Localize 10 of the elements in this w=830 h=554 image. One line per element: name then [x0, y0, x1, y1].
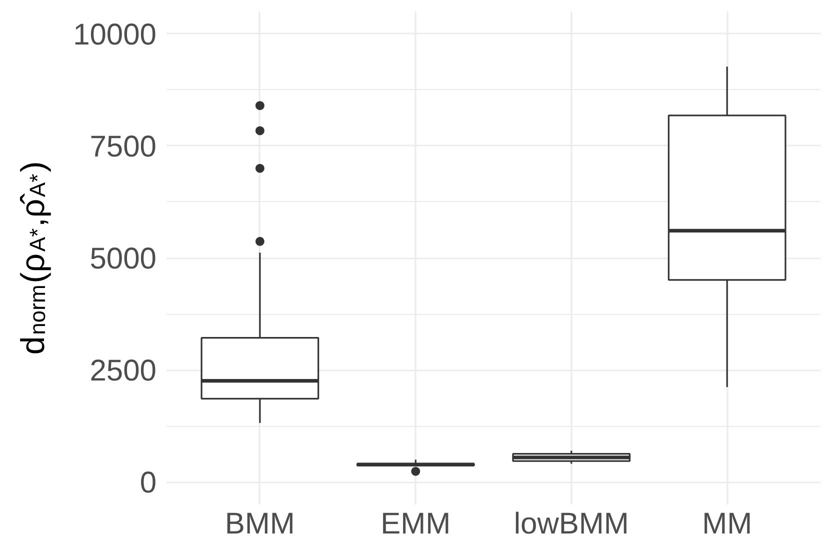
y-tick-label: 2500 [90, 354, 157, 388]
y-tick-label: 10000 [73, 18, 157, 52]
y-tick-label: 5000 [90, 242, 157, 276]
x-tick-label: BMM [224, 508, 295, 540]
y-tick-label: 7500 [90, 130, 157, 164]
x-tick-label: lowBMM [514, 508, 629, 540]
x-tick-label: MM [702, 508, 752, 540]
y-axis-title: dnorm(ρA*,ρ̂A*) [14, 161, 51, 355]
y-tick-label: 0 [140, 466, 157, 500]
x-tick-label: EMM [380, 508, 451, 540]
